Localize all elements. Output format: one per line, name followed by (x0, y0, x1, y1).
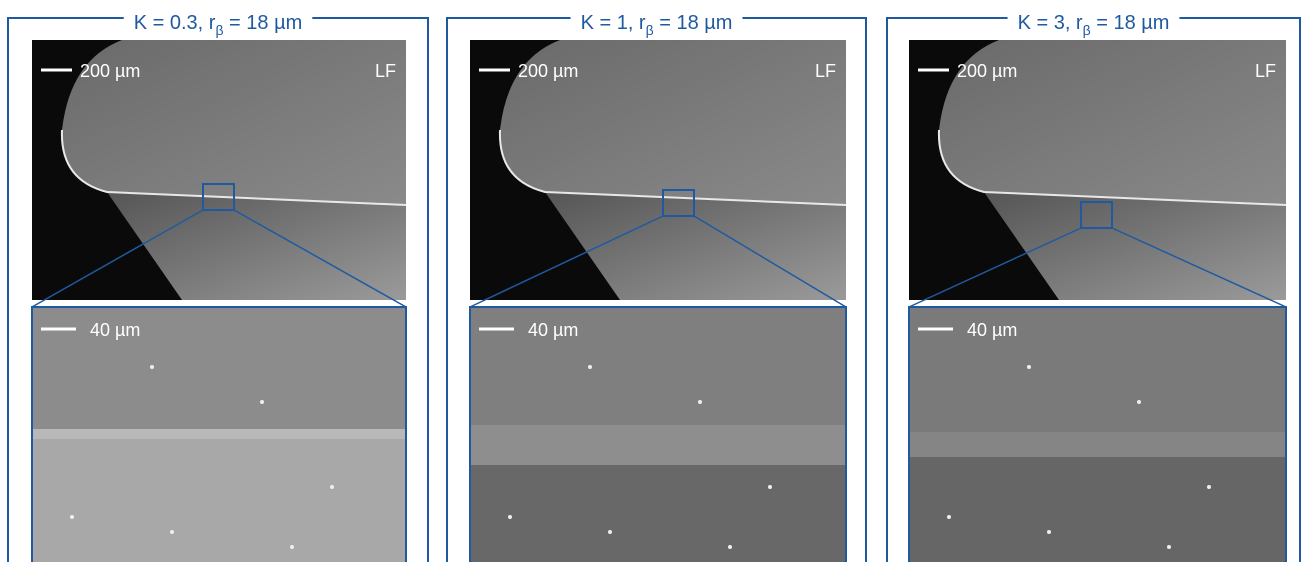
speck (1167, 545, 1171, 549)
title-text: K = 0.3, r (134, 12, 216, 34)
speck (1047, 530, 1051, 534)
title-text: = 18 µm (654, 12, 733, 34)
speck (330, 485, 334, 489)
speck (508, 515, 512, 519)
panel-title: K = 3, rβ = 18 µm (1018, 12, 1170, 38)
surface-lower (909, 457, 1286, 562)
detail-image: 40 µm (909, 307, 1286, 562)
speck (290, 545, 294, 549)
surface-band (32, 429, 406, 439)
title-subscript: β (215, 22, 223, 38)
speck (1027, 365, 1031, 369)
detail-image: 40 µm (470, 307, 846, 562)
title-text: = 18 µm (224, 12, 303, 34)
detail-image: 40 µm (32, 307, 406, 562)
face-label: LF (815, 61, 836, 81)
surface-band (470, 425, 846, 465)
surface-band (909, 432, 1286, 457)
speck (768, 485, 772, 489)
speck (698, 400, 702, 404)
scale-label: 40 µm (967, 320, 1017, 340)
speck (1207, 485, 1211, 489)
speck (588, 365, 592, 369)
face-label: LF (1255, 61, 1276, 81)
speck (608, 530, 612, 534)
panel-title: K = 1, rβ = 18 µm (581, 12, 733, 38)
scale-label: 200 µm (518, 61, 578, 81)
speck (170, 530, 174, 534)
scale-label: 40 µm (528, 320, 578, 340)
title-subscript: β (1083, 22, 1091, 38)
surface-lower (32, 439, 406, 562)
scale-label: 200 µm (957, 61, 1017, 81)
overview-image: 200 µm LF (32, 40, 406, 300)
scale-label: 200 µm (80, 61, 140, 81)
face-label: LF (375, 61, 396, 81)
title-text: = 18 µm (1091, 12, 1170, 34)
title-text: K = 1, r (581, 12, 646, 34)
overview-image: 200 µm LF (909, 40, 1286, 300)
surface-lower (470, 465, 846, 562)
speck (947, 515, 951, 519)
speck (728, 545, 732, 549)
overview-image: 200 µm LF (470, 40, 846, 300)
speck (260, 400, 264, 404)
title-text: K = 3, r (1018, 12, 1083, 34)
speck (1137, 400, 1141, 404)
speck (70, 515, 74, 519)
title-subscript: β (646, 22, 654, 38)
scale-label: 40 µm (90, 320, 140, 340)
figure: K = 0.3, rβ = 18 µm200 µmLF40 µmK = 1, r… (0, 0, 1306, 562)
speck (150, 365, 154, 369)
